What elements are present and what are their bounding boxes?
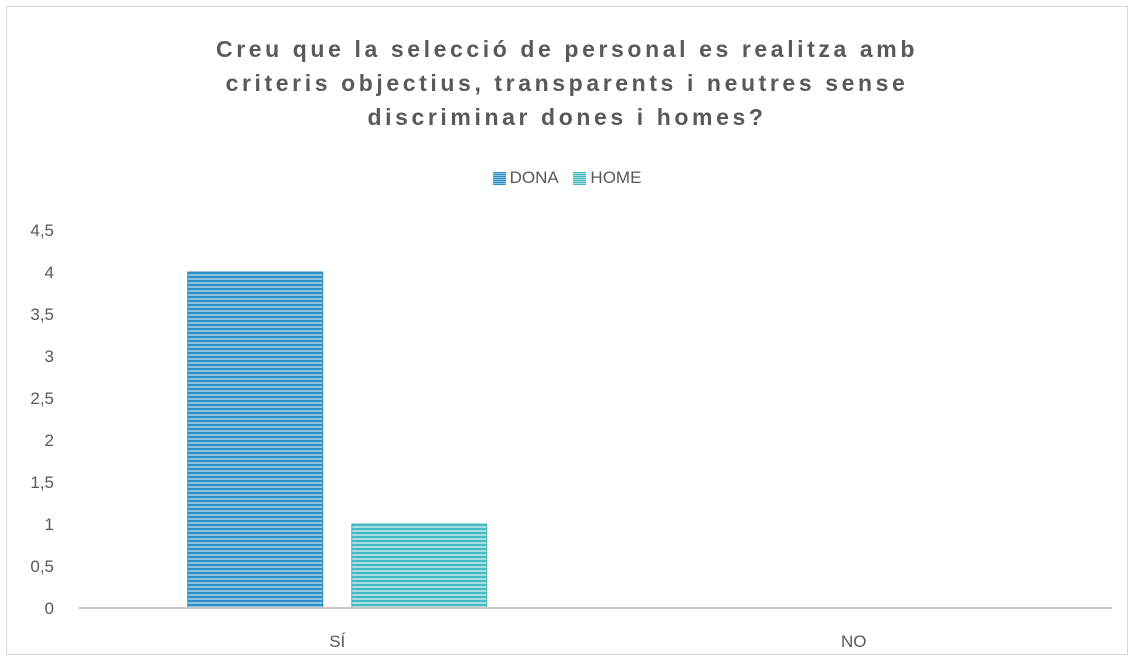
legend-item-home: HOME — [573, 168, 641, 188]
bar-home-0 — [351, 523, 488, 609]
chart-title: Creu que la selecció de personal es real… — [0, 32, 1134, 134]
chart-title-line-2: criteris objectius, transparents i neutr… — [225, 70, 909, 96]
y-tick-label: 1 — [45, 515, 54, 534]
legend-swatch-home — [573, 171, 587, 185]
y-tick-label: 4,5 — [30, 221, 54, 240]
bar-dona-0 — [187, 271, 324, 609]
y-tick-label: 2,5 — [30, 389, 54, 408]
y-tick-label: 0,5 — [30, 557, 54, 576]
y-tick-label: 2 — [45, 431, 54, 450]
chart-title-line-1: Creu que la selecció de personal es real… — [215, 36, 919, 62]
chart-title-line-3: discriminar dones i homes? — [367, 104, 767, 130]
y-tick-label: 1,5 — [30, 473, 54, 492]
x-axis-ticks: SÍ NO — [329, 632, 866, 651]
y-axis-ticks: 0 0,5 1 1,5 2 2,5 3 3,5 4 4,5 — [30, 221, 54, 618]
y-tick-label: 0 — [45, 599, 54, 618]
bars — [187, 271, 488, 609]
legend-label-dona: DONA — [509, 168, 559, 187]
x-tick-label: SÍ — [329, 632, 345, 651]
y-tick-label: 3,5 — [30, 305, 54, 324]
legend-swatch-dona — [492, 171, 506, 185]
x-tick-label: NO — [841, 632, 867, 651]
y-tick-label: 4 — [45, 263, 54, 282]
legend-item-dona: DONA — [492, 168, 559, 188]
legend: DONA HOME — [0, 168, 1134, 190]
y-tick-label: 3 — [45, 347, 54, 366]
legend-label-home: HOME — [590, 168, 642, 187]
